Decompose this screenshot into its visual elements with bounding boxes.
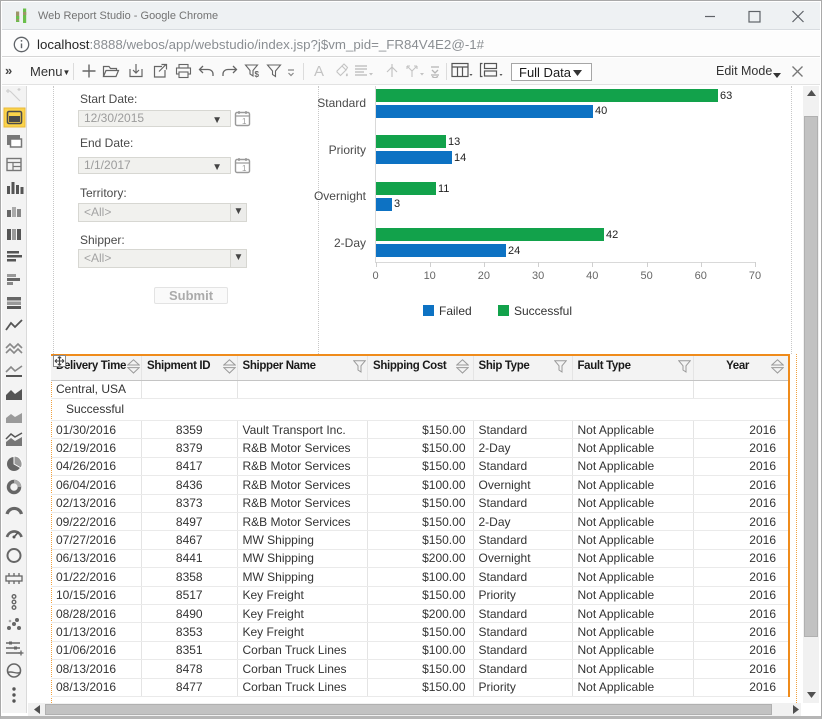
svg-text:$: $ [255, 70, 260, 79]
svg-text:1: 1 [242, 117, 247, 126]
svg-text:1: 1 [242, 164, 247, 173]
